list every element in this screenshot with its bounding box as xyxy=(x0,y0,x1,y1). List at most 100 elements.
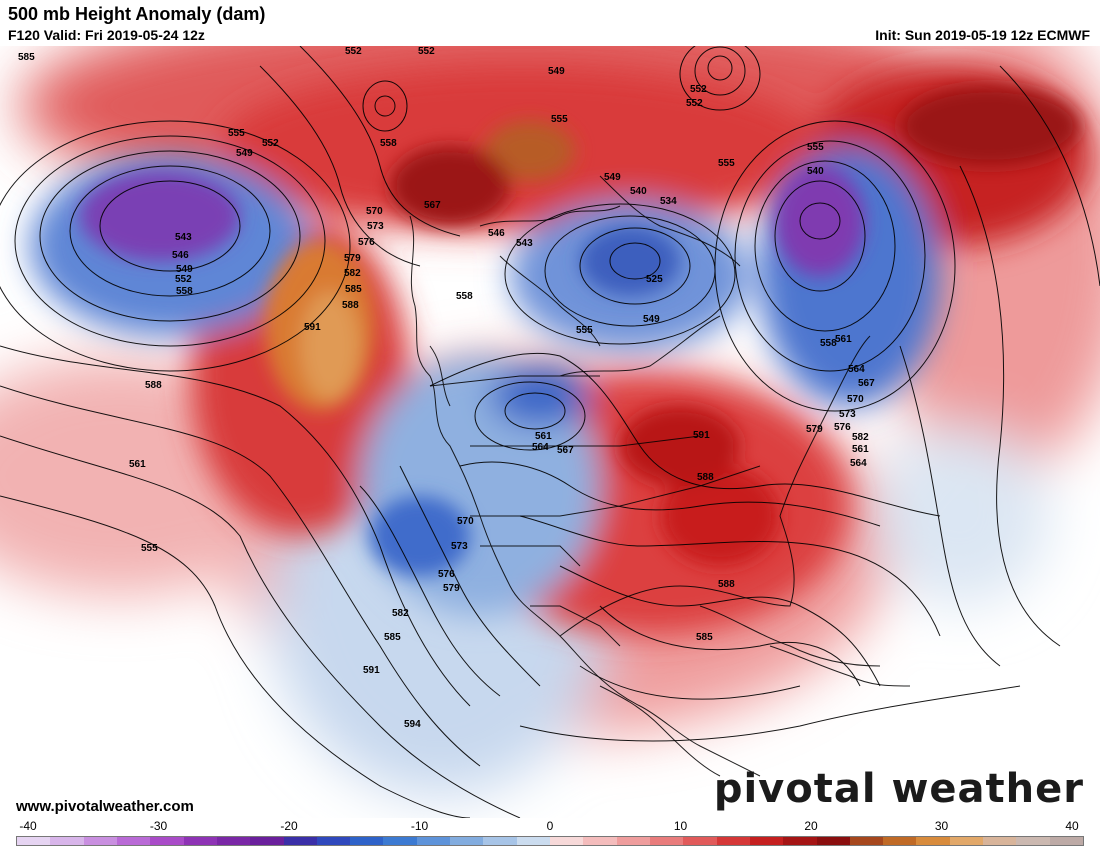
colorbar-swatch xyxy=(816,837,850,845)
contour-label: 555 xyxy=(576,325,593,336)
contour-label: 552 xyxy=(262,138,279,149)
brand-logo: pivotal weather xyxy=(713,766,1084,812)
contour-label: 555 xyxy=(807,142,824,153)
contour-label: 564 xyxy=(532,442,549,453)
colorbar-swatch xyxy=(316,837,351,845)
contour-label: 579 xyxy=(806,424,823,435)
anomaly-map[interactable]: 585 552 552 549 555 552 549 543 546 549 552 558 555 5… xyxy=(0,46,1100,818)
contour-label: 555 xyxy=(551,114,568,125)
height-contours xyxy=(0,46,1100,818)
colorbar xyxy=(16,836,1084,846)
init-time: Init: Sun 2019-05-19 12z ECMWF xyxy=(875,27,1090,43)
colorbar-swatch xyxy=(649,837,684,845)
contour-label: 552 xyxy=(690,84,707,95)
colorbar-swatch xyxy=(849,837,884,845)
colorbar-swatch xyxy=(383,837,417,845)
contour-label: 573 xyxy=(839,409,856,420)
contour-label: 576 xyxy=(438,569,455,580)
contour-label: 558 xyxy=(820,338,837,349)
colorbar-swatch xyxy=(749,837,784,845)
contour-label: 552 xyxy=(345,46,362,57)
contour-label: 585 xyxy=(345,284,362,295)
site-url[interactable]: www.pivotalweather.com xyxy=(16,798,194,815)
contour-label: 570 xyxy=(457,516,474,527)
map-header: 500 mb Height Anomaly (dam) F120 Valid: … xyxy=(0,0,1100,46)
colorbar-swatch xyxy=(50,837,84,845)
contour-label: 573 xyxy=(367,221,384,232)
contour-label: 558 xyxy=(176,286,193,297)
contour-label: 576 xyxy=(358,237,375,248)
colorbar-swatch xyxy=(983,837,1017,845)
colorbar-swatch xyxy=(550,837,584,845)
contour-label: 564 xyxy=(850,458,867,469)
map-canvas: 585 552 552 549 555 552 549 543 546 549 552 558 555 5… xyxy=(0,46,1100,818)
contour-label: 549 xyxy=(176,264,193,275)
colorbar-tick-label: -30 xyxy=(149,819,168,833)
colorbar-swatch xyxy=(350,837,384,845)
contour-label: 552 xyxy=(418,46,435,57)
colorbar-swatch xyxy=(450,837,484,845)
contour-label: 585 xyxy=(18,52,35,63)
colorbar-swatch xyxy=(283,837,317,845)
contour-label: 555 xyxy=(718,158,735,169)
colorbar-swatch xyxy=(150,837,184,845)
contour-label: 546 xyxy=(172,250,189,261)
colorbar-tick-label: -40 xyxy=(19,819,37,833)
colorbar-tick-label: 30 xyxy=(934,819,949,833)
contour-label: 549 xyxy=(643,314,660,325)
contour-label: 561 xyxy=(852,444,869,455)
contour-label: 546 xyxy=(488,228,505,239)
contour-label: 543 xyxy=(175,232,192,243)
colorbar-swatch xyxy=(183,837,217,845)
valid-time: F120 Valid: Fri 2019-05-24 12z xyxy=(8,27,205,43)
contour-label: 564 xyxy=(848,364,865,375)
colorbar-swatch xyxy=(1016,837,1050,845)
contour-label: 570 xyxy=(847,394,864,405)
contour-label: 561 xyxy=(129,459,146,470)
contour-label: 588 xyxy=(342,300,359,311)
colorbar-tick-label: -20 xyxy=(280,819,298,833)
contour-label: 582 xyxy=(392,608,409,619)
colorbar-swatch xyxy=(17,837,51,845)
contour-label: 585 xyxy=(384,632,401,643)
colorbar-swatch xyxy=(116,837,151,845)
colorbar-swatch xyxy=(616,837,650,845)
contour-label: 585 xyxy=(696,632,713,643)
contour-label: 525 xyxy=(646,274,663,285)
contour-label: 540 xyxy=(807,166,824,177)
map-title: 500 mb Height Anomaly (dam) xyxy=(8,4,266,24)
colorbar-swatch xyxy=(916,837,950,845)
contour-label: 594 xyxy=(404,719,421,730)
contour-label: 588 xyxy=(145,380,162,391)
colorbar-swatch xyxy=(583,837,617,845)
contour-label: 549 xyxy=(236,148,253,159)
contour-label: 579 xyxy=(443,583,460,594)
colorbar-swatch xyxy=(83,837,117,845)
contour-label: 540 xyxy=(630,186,647,197)
colorbar-swatch xyxy=(483,837,517,845)
contour-label: 558 xyxy=(380,138,397,149)
contour-label: 588 xyxy=(697,472,714,483)
colorbar-swatch xyxy=(683,837,717,845)
colorbar-swatch xyxy=(416,837,451,845)
colorbar-ticks: -40 -30 -20 -10 0 10 20 30 40 xyxy=(0,819,1100,833)
contour-label: 573 xyxy=(451,541,468,552)
contour-label: 555 xyxy=(228,128,245,139)
contour-label: 561 xyxy=(535,431,552,442)
contour-label: 549 xyxy=(548,66,565,77)
contour-label: 552 xyxy=(686,98,703,109)
colorbar-swatch xyxy=(1049,837,1083,845)
contour-label: 576 xyxy=(834,422,851,433)
contour-label: 567 xyxy=(858,378,875,389)
contour-labels: 585 552 552 549 555 552 549 543 546 549 552 558 555 5… xyxy=(18,46,875,730)
contour-label: 567 xyxy=(424,200,441,211)
colorbar-swatch xyxy=(949,837,984,845)
colorbar-tick-label: 10 xyxy=(673,819,688,833)
contour-label: 591 xyxy=(363,665,380,676)
colorbar-tick-label: 20 xyxy=(804,819,818,833)
colorbar-tick-label: 0 xyxy=(546,819,554,833)
colorbar-swatch xyxy=(250,837,284,845)
contour-label: 567 xyxy=(557,445,574,456)
contour-label: 555 xyxy=(141,543,158,554)
contour-label: 543 xyxy=(516,238,533,249)
